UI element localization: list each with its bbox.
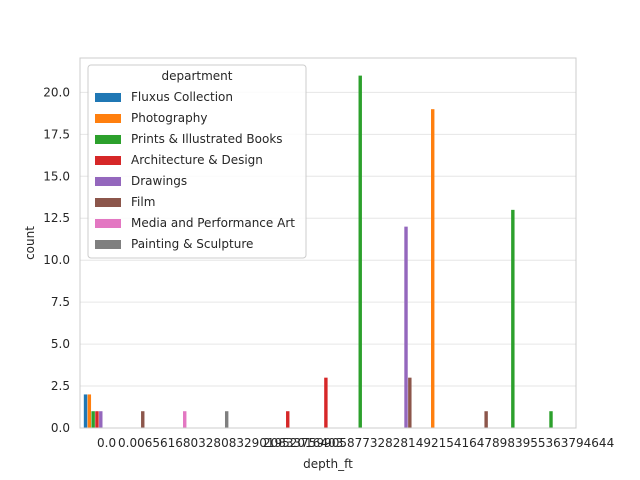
- bar: [324, 377, 328, 428]
- y-tick-label: 10.0: [43, 253, 70, 267]
- bar: [549, 411, 553, 428]
- y-tick-labels: 0.0 2.5 5.0 7.5 10.0 12.5 15.0 17.5 20.0: [43, 85, 70, 435]
- legend-swatch: [95, 177, 121, 186]
- bar: [431, 109, 435, 428]
- legend-swatch: [95, 240, 121, 249]
- x-axis-title: depth_ft: [303, 457, 353, 471]
- bar: [408, 377, 412, 428]
- bar: [511, 209, 515, 428]
- bar: [141, 411, 145, 428]
- x-tick-label: 0.0065616803280832901952016403: [118, 436, 343, 450]
- bar: [484, 411, 488, 428]
- bar: [91, 411, 95, 428]
- legend-items: Fluxus Collection Photography Prints & Ill…: [95, 90, 295, 251]
- y-tick-label: 0.0: [51, 421, 70, 435]
- legend-label: Fluxus Collection: [131, 90, 233, 104]
- legend-label: Prints & Illustrated Books: [131, 132, 283, 146]
- bar: [95, 411, 99, 428]
- x-tick-labels: 0.0 0.00656168032808329019520164032083375…: [97, 436, 614, 450]
- legend-swatch: [95, 114, 121, 123]
- legend-swatch: [95, 198, 121, 207]
- plot-frame: [79, 57, 577, 429]
- legend-swatch: [95, 93, 121, 102]
- y-tick-label: 7.5: [51, 295, 70, 309]
- bar: [286, 411, 290, 428]
- y-tick-label: 17.5: [43, 127, 70, 141]
- legend-box: [87, 64, 307, 259]
- legend-label: Photography: [131, 111, 207, 125]
- bar: [183, 411, 187, 428]
- legend-swatch: [95, 156, 121, 165]
- y-tick-label: 20.0: [43, 85, 70, 99]
- bars: [83, 75, 553, 428]
- y-tick-label: 12.5: [43, 211, 70, 225]
- legend-swatch: [95, 219, 121, 228]
- legend-swatch: [95, 135, 121, 144]
- legend-label: Film: [131, 195, 155, 209]
- x-tick-label: 0.0: [97, 436, 116, 450]
- legend: department Fluxus Collection Photography P…: [87, 64, 307, 259]
- bar: [83, 394, 88, 428]
- legend-label: Media and Performance Art: [131, 216, 295, 230]
- bar: [358, 75, 362, 428]
- bar: [404, 226, 408, 428]
- y-tick-label: 15.0: [43, 169, 70, 183]
- legend-label: Painting & Sculpture: [131, 237, 253, 251]
- bar: [224, 411, 229, 428]
- legend-label: Architecture & Design: [131, 153, 263, 167]
- bar: [87, 394, 92, 428]
- bar: [99, 411, 103, 428]
- y-axis-title: count: [23, 226, 37, 260]
- y-tick-label: 5.0: [51, 337, 70, 351]
- legend-label: Drawings: [131, 174, 187, 188]
- x-tick-label: 2083375990587732828149215416478983955363…: [263, 436, 614, 450]
- y-tick-label: 2.5: [51, 379, 70, 393]
- legend-title: department: [162, 69, 233, 83]
